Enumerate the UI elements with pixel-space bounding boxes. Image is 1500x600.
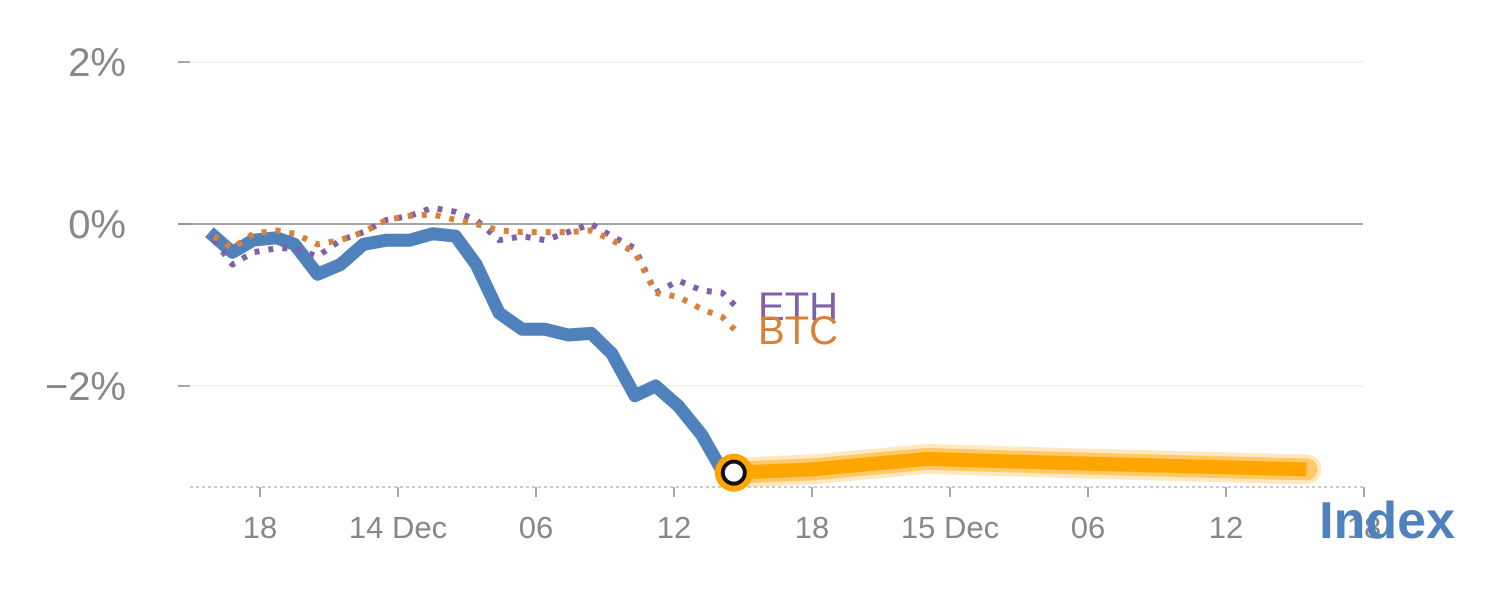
series-label-index: Index — [1319, 492, 1455, 550]
forecast-line — [733, 451, 1307, 480]
index-line — [205, 227, 734, 478]
y-tick-label: 0% — [68, 203, 126, 247]
x-tick-label: 12 — [1209, 510, 1243, 545]
x-tick-label: 14 Dec — [349, 510, 447, 545]
x-tick-label: 18 — [1347, 510, 1381, 545]
series-label-eth: ETH — [758, 285, 838, 329]
series-label-btc: BTC — [758, 309, 838, 353]
y-tick-label: −2% — [45, 365, 126, 409]
series-lines — [205, 204, 1322, 492]
current-value-marker — [720, 459, 747, 486]
x-tick-label: 06 — [1071, 510, 1105, 545]
x-axis — [190, 486, 1365, 497]
x-tick-label: 06 — [519, 510, 553, 545]
gridlines — [178, 61, 1363, 387]
x-tick-label: 18 — [795, 510, 829, 545]
x-tick-label: 18 — [243, 510, 277, 545]
y-tick-label: 2% — [68, 41, 126, 85]
x-tick-label: 15 Dec — [901, 510, 999, 545]
x-tick-label: 12 — [657, 510, 691, 545]
